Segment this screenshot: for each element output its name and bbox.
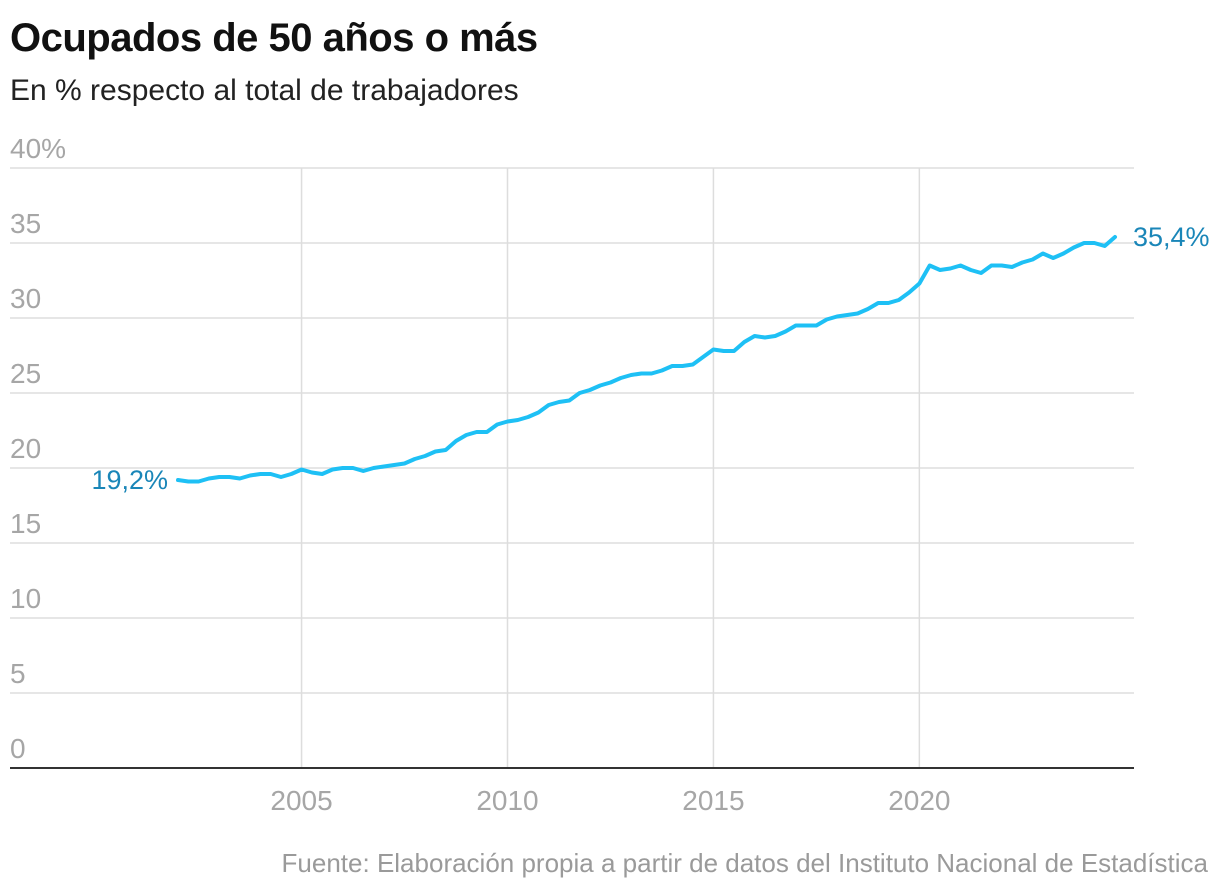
y-tick-label: 30 (10, 283, 41, 314)
y-axis-ticks: 0 5 10 15 20 25 30 35 40% (10, 133, 66, 764)
y-tick-label: 40% (10, 133, 66, 164)
chart-title: Ocupados de 50 años o más (10, 16, 538, 60)
chart-subtitle: En % respecto al total de trabajadores (10, 74, 519, 107)
y-tick-label: 25 (10, 358, 41, 389)
source-note: Fuente: Elaboración propia a partir de d… (281, 848, 1208, 878)
start-value-label: 19,2% (91, 465, 168, 495)
x-tick-label: 2015 (682, 785, 744, 816)
series-line (176, 235, 1117, 484)
y-tick-label: 15 (10, 508, 41, 539)
y-tick-label: 35 (10, 208, 41, 239)
x-tick-label: 2020 (888, 785, 950, 816)
x-axis-ticks: 2005 2010 2015 2020 (270, 785, 950, 816)
y-tick-label: 20 (10, 433, 41, 464)
x-tick-label: 2010 (476, 785, 538, 816)
x-tick-label: 2005 (270, 785, 332, 816)
y-tick-label: 10 (10, 583, 41, 614)
y-tick-label: 0 (10, 733, 26, 764)
grid-lines (10, 167, 1134, 768)
end-value-label: 35,4% (1133, 222, 1210, 252)
y-tick-label: 5 (10, 658, 26, 689)
